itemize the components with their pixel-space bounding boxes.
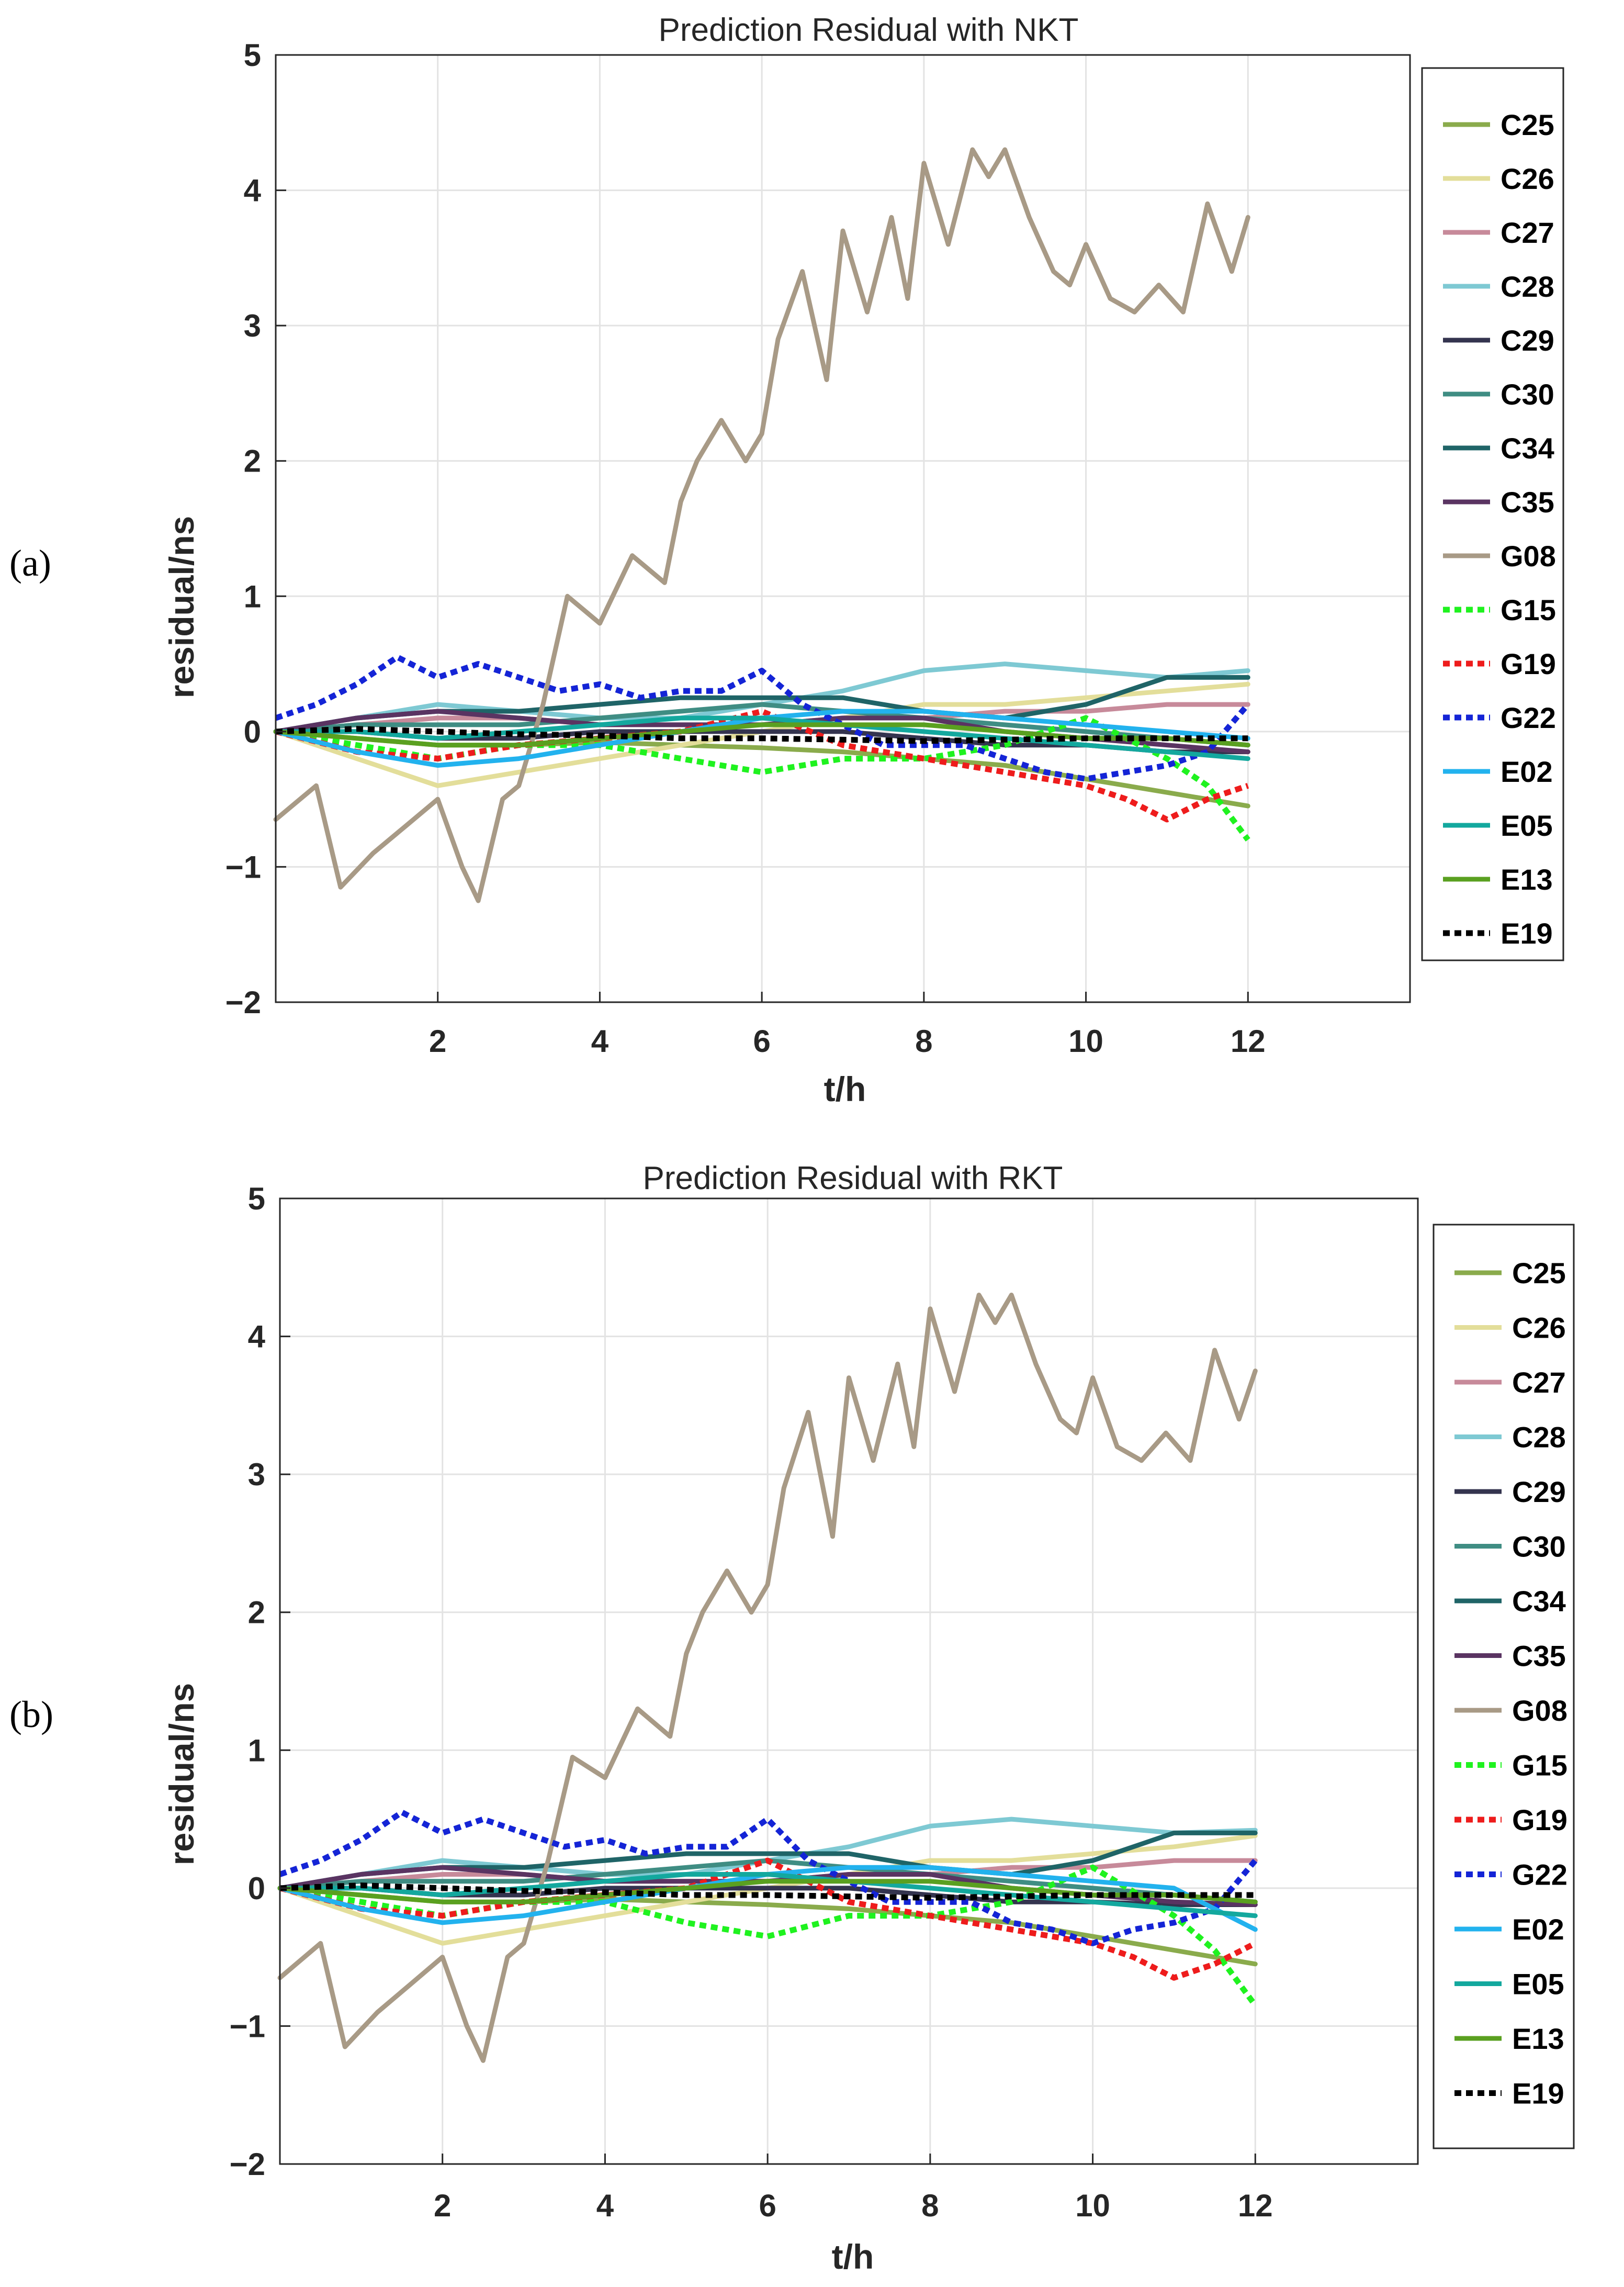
legend-label-g08: G08 xyxy=(1501,540,1556,573)
legend-label-c30: C30 xyxy=(1501,378,1554,411)
series-line-g22-a xyxy=(275,654,1250,782)
x-tick-label: 10 xyxy=(1075,2188,1110,2223)
x-tick-label: 4 xyxy=(596,2188,614,2223)
y-tick-label: 5 xyxy=(244,38,261,73)
series-line-e05-b xyxy=(277,1872,1258,1919)
legend-label-g15: G15 xyxy=(1512,1749,1567,1782)
legend-label-c26: C26 xyxy=(1512,1311,1566,1344)
panel-label-b: (b) xyxy=(9,1694,53,1735)
series-line-g19-b xyxy=(279,1857,1257,1981)
legend-label-c29: C29 xyxy=(1501,324,1554,357)
series-line-e19-a xyxy=(275,726,1248,744)
legend-label-e02: E02 xyxy=(1512,1913,1564,1946)
series-line-g08-a xyxy=(273,147,1250,903)
series-line-g08-b xyxy=(277,1293,1258,2063)
x-axis-label-a: t/h xyxy=(824,1070,866,1108)
legend-box xyxy=(1433,1224,1575,2149)
y-tick-label: 4 xyxy=(244,173,262,208)
legend-label-c28: C28 xyxy=(1501,270,1554,303)
chart-title-a: Prediction Residual with NKT xyxy=(659,12,1079,48)
y-tick-label: −2 xyxy=(230,2147,265,2182)
legend-label-c30: C30 xyxy=(1512,1530,1566,1563)
panel-a: (a) Prediction Residual with NKT 2 4 6 8 10 1… xyxy=(9,12,1564,1108)
legend-b: C25 C26 C27 C28 C29 C30 C34 C35 G08 G15 G19 G22 E02 E… xyxy=(1433,1224,1575,2149)
panel-label-a: (a) xyxy=(9,542,51,584)
y-tick-label: 0 xyxy=(248,1871,265,1906)
series-line-g19-a xyxy=(275,708,1249,823)
series-line-c30-a xyxy=(273,702,1250,748)
series-line-e05-a xyxy=(273,715,1250,761)
y-tick-label: 3 xyxy=(244,308,261,343)
legend-label-g22: G22 xyxy=(1501,701,1556,734)
x-tick-label: 12 xyxy=(1238,2188,1273,2223)
x-tick-label: 6 xyxy=(759,2188,776,2223)
series-line-e13-b xyxy=(277,1879,1258,1904)
legend-a: C25 C26 C27 C28 C29 C30 C34 C35 G08 G15 G19 G22 E02 E… xyxy=(1421,67,1564,961)
x-tick-label: 2 xyxy=(434,2188,451,2223)
plot-area-b xyxy=(277,1293,1258,2063)
plot-area-a xyxy=(273,147,1250,903)
x-axis-label-b: t/h xyxy=(832,2237,874,2276)
x-tick-label: 10 xyxy=(1068,1024,1103,1059)
y-tick-label: 2 xyxy=(248,1595,265,1630)
legend-label-c29: C29 xyxy=(1512,1475,1566,1508)
chart-title-b: Prediction Residual with RKT xyxy=(643,1160,1063,1196)
legend-label-g22: G22 xyxy=(1512,1858,1567,1891)
legend-label-c34: C34 xyxy=(1501,432,1554,465)
y-tick-label: −2 xyxy=(225,985,261,1020)
legend-label-g08: G08 xyxy=(1512,1694,1567,1727)
legend-label-c34: C34 xyxy=(1512,1585,1566,1618)
y-tick-label: 4 xyxy=(248,1319,266,1354)
legend-label-e05: E05 xyxy=(1501,809,1553,842)
y-tick-label: 1 xyxy=(248,1733,265,1768)
legend-label-e02: E02 xyxy=(1501,755,1553,788)
y-tick-label: 2 xyxy=(244,444,261,479)
legend-label-c25: C25 xyxy=(1512,1257,1566,1290)
legend-label-c26: C26 xyxy=(1501,162,1554,195)
legend-label-g15: G15 xyxy=(1501,593,1556,626)
y-tick-label: 5 xyxy=(248,1181,265,1216)
panel-b: (b) Prediction Residual with RKT 2 4 6 8 10 1… xyxy=(9,1160,1575,2276)
axes-frame-b xyxy=(279,1197,1419,2165)
y-tick-label: −1 xyxy=(230,2009,265,2044)
y-tick-label: 3 xyxy=(248,1457,265,1492)
legend-label-c25: C25 xyxy=(1501,108,1554,141)
legend-label-c28: C28 xyxy=(1512,1421,1566,1454)
y-axis-label-a: residual/ns xyxy=(162,516,201,698)
legend-label-c35: C35 xyxy=(1501,486,1554,519)
x-tick-label: 2 xyxy=(429,1024,446,1059)
legend-label-g19: G19 xyxy=(1501,647,1556,680)
legend-label-c27: C27 xyxy=(1512,1366,1566,1399)
legend-label-e13: E13 xyxy=(1501,863,1553,896)
legend-label-e19: E19 xyxy=(1501,917,1553,950)
y-tick-label: 0 xyxy=(244,714,261,749)
legend-box xyxy=(1421,67,1564,961)
legend-label-e13: E13 xyxy=(1512,2022,1564,2055)
x-tick-label: 6 xyxy=(753,1024,770,1059)
legend-label-g19: G19 xyxy=(1512,1803,1567,1836)
y-tick-label: 1 xyxy=(244,579,261,614)
x-tick-label: 12 xyxy=(1231,1024,1266,1059)
legend-label-e05: E05 xyxy=(1512,1968,1564,2001)
series-line-g22-b xyxy=(279,1809,1258,1946)
legend-label-e19: E19 xyxy=(1512,2077,1564,2110)
x-tick-label: 4 xyxy=(591,1024,609,1059)
axes-frame-a xyxy=(275,54,1411,1003)
legend-label-c35: C35 xyxy=(1512,1640,1566,1673)
y-axis-label-b: residual/ns xyxy=(162,1683,201,1865)
legend-label-c27: C27 xyxy=(1501,216,1554,249)
x-tick-label: 8 xyxy=(921,2188,939,2223)
series-line-e19-b xyxy=(279,1882,1256,1901)
y-tick-label: −1 xyxy=(225,849,261,884)
x-tick-label: 8 xyxy=(915,1024,932,1059)
